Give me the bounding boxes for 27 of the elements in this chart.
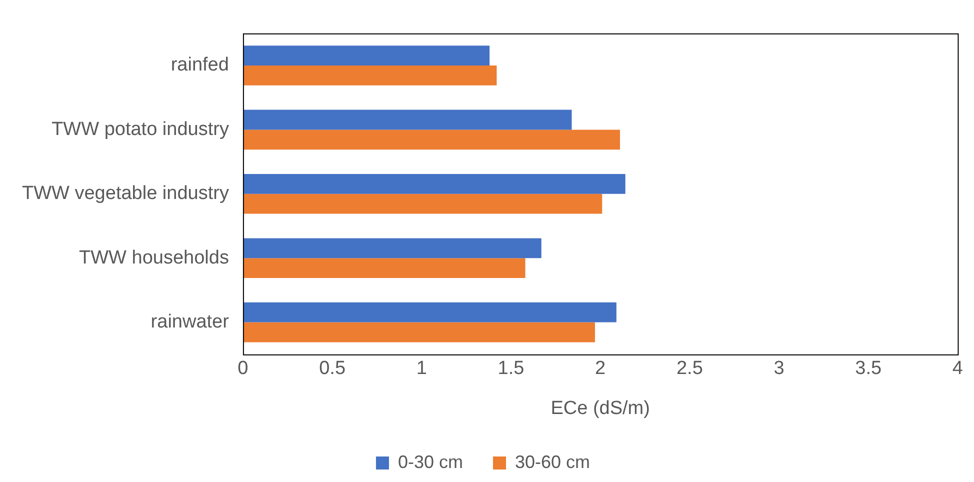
x-tick-label: 3.5 (855, 358, 882, 380)
y-tick-label: TWW potato industry (52, 118, 230, 140)
bar (242, 194, 602, 214)
bar (242, 258, 526, 278)
x-tick-label: 2.5 (676, 358, 703, 380)
bar (242, 130, 620, 150)
x-tick-label: 0.5 (319, 358, 346, 380)
x-tick-label: 1.5 (498, 358, 524, 380)
x-axis-title: ECe (dS/m) (550, 398, 650, 419)
bar (242, 302, 616, 322)
y-tick-label: rainfed (170, 54, 229, 76)
legend-label: 30-60 cm (514, 452, 590, 472)
x-tick-label: 2 (595, 358, 606, 380)
bar (242, 66, 497, 86)
x-tick-label: 1 (416, 358, 427, 380)
y-tick-label: TWW households (79, 247, 229, 268)
bar (242, 110, 572, 130)
bar (242, 322, 595, 342)
x-tick-label: 3 (774, 358, 784, 380)
y-tick-label: TWW vegetable industry (22, 183, 230, 204)
x-tick-label: 0 (238, 358, 248, 380)
bar (242, 46, 490, 66)
bar (242, 238, 542, 258)
bar (242, 174, 626, 194)
legend-label: 0-30 cm (398, 452, 464, 472)
x-tick-label: 4 (952, 358, 964, 380)
y-tick-label: rainwater (150, 312, 230, 333)
